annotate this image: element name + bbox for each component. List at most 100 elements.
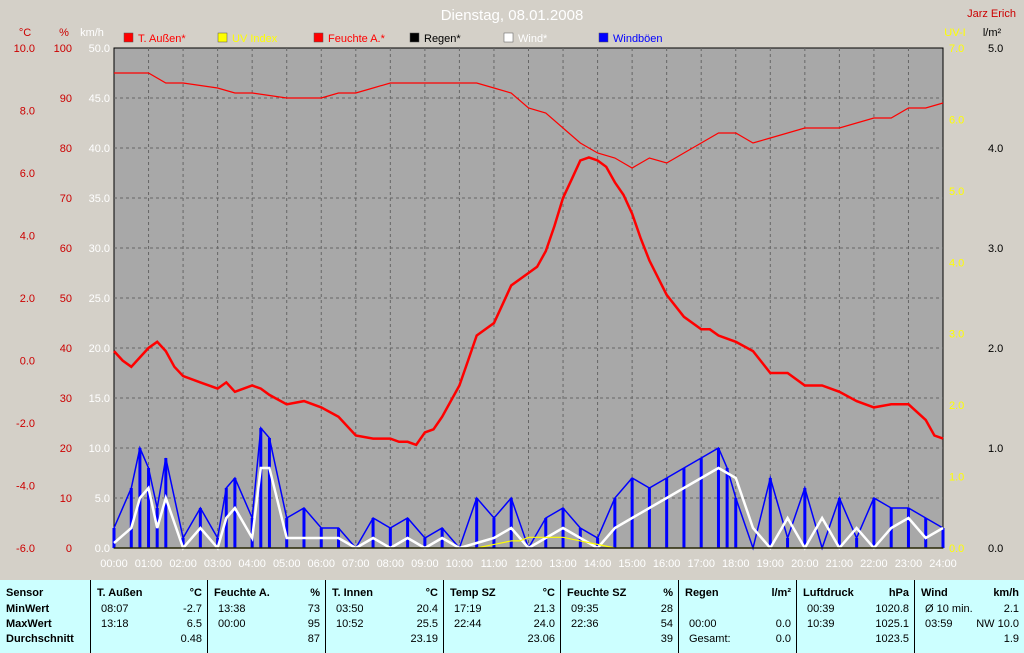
table-cell-value: 25.5 [416, 618, 438, 630]
series-line-tauen [113, 156, 944, 447]
temp-axis-tick: 6.0 [20, 168, 35, 180]
humidity-axis-tick: 60 [60, 243, 72, 255]
wind-axis-tick: 10.0 [89, 443, 110, 455]
wind-axis-tick: 0.0 [95, 543, 110, 555]
legend-label: Windböen [613, 33, 663, 45]
legend-label: Feuchte A.* [328, 33, 386, 45]
time-axis-tick: 05:00 [273, 558, 301, 570]
table-cell-value: 2.1 [1003, 603, 1019, 615]
humidity-axis-tick: 90 [60, 93, 72, 105]
series-line-uvindex [114, 536, 943, 549]
legend-swatch [503, 32, 514, 43]
series [112, 72, 945, 551]
rain-axis-unit: l/m² [983, 27, 1002, 39]
time-axis-tick: 00:00 [100, 558, 128, 570]
legend-swatch [217, 32, 228, 43]
temp-axis-tick: 4.0 [20, 231, 35, 243]
table-cell-time: Gesamt: [689, 633, 731, 645]
wind-axis-tick: 45.0 [89, 93, 110, 105]
weather-chart: 10.08.06.04.02.00.0-2.0-4.0-6.0100908070… [14, 7, 1016, 570]
time-axis-tick: 07:00 [342, 558, 370, 570]
table-cell-value: 6.5 [186, 618, 202, 630]
table-cell-time: 22:44 [454, 618, 482, 630]
table-cell-value: 95 [307, 618, 320, 630]
table-cell-value: 87 [307, 633, 320, 645]
statistics-table: Sensor MinWert MaxWert Durchschnitt T. Außen… [0, 580, 1024, 653]
wind-axis-tick: 40.0 [89, 143, 110, 155]
table-cell-value: 54 [660, 618, 673, 630]
table-group-header: T. Außen [97, 587, 143, 599]
uv-axis-tick: 0.0 [949, 543, 964, 555]
table-group-column: Luftdruck hPa 00:39 1020.8 10:39 1025.1 1023.5 [796, 580, 914, 653]
time-axis-tick: 01:00 [135, 558, 163, 570]
table-cell-value: 28 [660, 603, 673, 615]
wind-axis-tick: 5.0 [95, 493, 110, 505]
temp-axis-tick: -6.0 [16, 543, 35, 555]
table-cell-value: 1020.8 [875, 603, 909, 615]
table-cell-time: Ø 10 min. [925, 603, 973, 615]
table-group-header: Feuchte SZ [567, 587, 627, 599]
time-axis-tick: 17:00 [687, 558, 715, 570]
time-axis-tick: 15:00 [618, 558, 646, 570]
table-group-header: Luftdruck [803, 587, 854, 599]
legend-swatch [313, 32, 324, 43]
wind-axis-tick: 20.0 [89, 343, 110, 355]
wind-axis-tick: 30.0 [89, 243, 110, 255]
grid [114, 48, 943, 548]
time-axis-tick: 23:00 [895, 558, 923, 570]
time-axis-tick: 16:00 [653, 558, 681, 570]
legend-label: UV Index [232, 33, 278, 45]
legend-swatch [598, 32, 609, 43]
table-cell-value: 73 [307, 603, 320, 615]
humidity-axis-tick: 80 [60, 143, 72, 155]
temp-axis-tick: 0.0 [20, 356, 35, 368]
table-group-column: Regen l/m² 00:00 0.0 Gesamt: 0.0 [678, 580, 796, 653]
table-cell-value: 23.19 [410, 633, 438, 645]
series-line-feuchtea [114, 72, 944, 169]
table-group-unit: °C [425, 587, 438, 599]
table-row-label: MinWert [6, 603, 50, 615]
rain-axis-tick: 2.0 [988, 343, 1003, 355]
time-axis-tick: 14:00 [584, 558, 612, 570]
rain-axis-tick: 3.0 [988, 243, 1003, 255]
wind-axis-tick: 50.0 [89, 43, 110, 55]
series-line-wind [113, 466, 944, 551]
table-cell-value: 1.9 [1003, 633, 1019, 645]
table-row-label: MaxWert [6, 618, 52, 630]
table-group-column: Temp SZ °C 17:19 21.3 22:44 24.0 23.06 [443, 580, 560, 653]
table-group-column: T. Innen °C 03:50 20.4 10:52 25.5 23.19 [325, 580, 443, 653]
table-cell-value: 24.0 [533, 618, 555, 630]
time-axis-tick: 10:00 [446, 558, 474, 570]
table-row-label: Durchschnitt [6, 633, 74, 645]
table-cell-time: 03:59 [925, 618, 953, 630]
table-cell-value: 39 [660, 633, 673, 645]
humidity-axis-tick: 10 [60, 493, 72, 505]
table-sensor-column: Sensor MinWert MaxWert Durchschnitt [0, 580, 90, 653]
table-group-unit: % [663, 587, 673, 599]
table-cell-time: 22:36 [571, 618, 599, 630]
table-cell-time: 13:18 [101, 618, 129, 630]
temp-axis-unit: °C [19, 27, 31, 39]
legend-label: T. Außen* [138, 33, 186, 45]
time-axis-tick: 20:00 [791, 558, 819, 570]
table-group-unit: km/h [993, 587, 1019, 599]
humidity-axis-tick: 40 [60, 343, 72, 355]
table-group-header: T. Innen [332, 587, 373, 599]
humidity-axis-tick: 100 [54, 43, 72, 55]
table-group-unit: hPa [888, 587, 909, 599]
rain-axis-tick: 0.0 [988, 543, 1003, 555]
rain-axis-tick: 1.0 [988, 443, 1003, 455]
time-axis-tick: 12:00 [515, 558, 543, 570]
legend: T. Außen* UV Index Feuchte A.* Regen* Wind* W… [123, 32, 663, 45]
table-cell-value: 21.3 [533, 603, 555, 615]
table-group-header: Wind [921, 587, 948, 599]
temp-axis-tick: 8.0 [20, 106, 35, 118]
uv-axis-tick: 5.0 [949, 186, 964, 198]
table-cell-time: 13:38 [218, 603, 246, 615]
table-group-column: T. Außen °C 08:07 -2.7 13:18 6.5 0.48 [90, 580, 207, 653]
table-cell-value: NW 10.0 [976, 618, 1019, 630]
time-axis-tick: 22:00 [860, 558, 888, 570]
table-cell-time: 00:00 [218, 618, 246, 630]
uv-axis-tick: 3.0 [949, 329, 964, 341]
time-axis-tick: 09:00 [411, 558, 439, 570]
